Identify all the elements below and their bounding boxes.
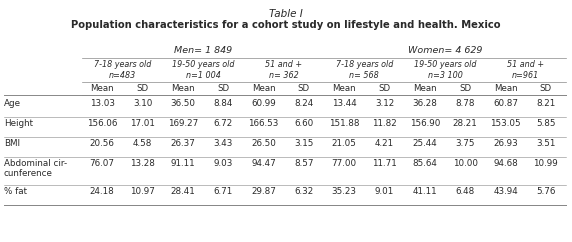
Text: 13.28: 13.28 [130,159,155,168]
Text: 26.50: 26.50 [251,139,276,148]
Text: 76.07: 76.07 [90,159,114,168]
Text: 4.58: 4.58 [133,139,152,148]
Text: 4.21: 4.21 [375,139,394,148]
Text: 21.05: 21.05 [332,139,356,148]
Text: 10.00: 10.00 [452,159,478,168]
Text: SD: SD [379,84,391,93]
Text: 3.43: 3.43 [213,139,233,148]
Text: 13.44: 13.44 [332,99,356,108]
Text: 3.10: 3.10 [133,99,152,108]
Text: 29.87: 29.87 [251,187,276,196]
Text: 94.47: 94.47 [251,159,276,168]
Text: 6.32: 6.32 [294,187,313,196]
Text: 5.85: 5.85 [536,119,555,128]
Text: 11.82: 11.82 [372,119,397,128]
Text: 6.72: 6.72 [213,119,233,128]
Text: SD: SD [298,84,310,93]
Text: 24.18: 24.18 [90,187,114,196]
Text: BMI: BMI [4,139,20,148]
Text: Mean: Mean [90,84,114,93]
Text: Mean: Mean [494,84,517,93]
Text: 7-18 years old
n=483: 7-18 years old n=483 [94,60,151,80]
Text: Table I: Table I [269,9,303,19]
Text: 9.03: 9.03 [213,159,233,168]
Text: 10.97: 10.97 [130,187,155,196]
Text: 7-18 years old
n= 568: 7-18 years old n= 568 [336,60,393,80]
Text: 8.57: 8.57 [294,159,313,168]
Text: 151.88: 151.88 [329,119,359,128]
Text: 26.93: 26.93 [493,139,518,148]
Text: 60.87: 60.87 [493,99,518,108]
Text: 156.06: 156.06 [87,119,117,128]
Text: Height: Height [4,119,33,128]
Text: 5.76: 5.76 [536,187,555,196]
Text: 51 and +
n=961: 51 and + n=961 [507,60,544,80]
Text: Population characteristics for a cohort study on lifestyle and health. Mexico: Population characteristics for a cohort … [72,20,500,30]
Text: Men= 1 849: Men= 1 849 [174,46,232,55]
Text: 8.84: 8.84 [213,99,233,108]
Text: Mean: Mean [252,84,275,93]
Text: 36.50: 36.50 [170,99,195,108]
Text: 26.37: 26.37 [170,139,195,148]
Text: 3.75: 3.75 [455,139,475,148]
Text: 10.99: 10.99 [534,159,558,168]
Text: 36.28: 36.28 [412,99,437,108]
Text: 6.60: 6.60 [294,119,313,128]
Text: 169.27: 169.27 [168,119,198,128]
Text: 60.99: 60.99 [251,99,276,108]
Text: 13.03: 13.03 [90,99,114,108]
Text: Abdominal cir-
cunference: Abdominal cir- cunference [4,159,67,178]
Text: 6.71: 6.71 [213,187,233,196]
Text: 3.15: 3.15 [294,139,313,148]
Text: 153.05: 153.05 [490,119,521,128]
Text: 94.68: 94.68 [493,159,518,168]
Text: 77.00: 77.00 [332,159,357,168]
Text: 3.51: 3.51 [536,139,555,148]
Text: 156.90: 156.90 [410,119,440,128]
Text: 11.71: 11.71 [372,159,397,168]
Text: SD: SD [217,84,229,93]
Text: 91.11: 91.11 [170,159,195,168]
Text: 3.12: 3.12 [375,99,394,108]
Text: 28.21: 28.21 [453,119,478,128]
Text: Age: Age [4,99,21,108]
Text: 85.64: 85.64 [412,159,437,168]
Text: 43.94: 43.94 [493,187,518,196]
Text: 35.23: 35.23 [332,187,357,196]
Text: 8.21: 8.21 [536,99,555,108]
Text: SD: SD [540,84,552,93]
Text: 17.01: 17.01 [130,119,155,128]
Text: SD: SD [137,84,149,93]
Text: 8.78: 8.78 [455,99,475,108]
Text: Women= 4 629: Women= 4 629 [408,46,482,55]
Text: 6.48: 6.48 [455,187,475,196]
Text: 28.41: 28.41 [170,187,195,196]
Text: Mean: Mean [332,84,356,93]
Text: 19-50 years old
n=3 100: 19-50 years old n=3 100 [414,60,476,80]
Text: 9.01: 9.01 [375,187,394,196]
Text: 19-50 years old
n=1 004: 19-50 years old n=1 004 [172,60,235,80]
Text: Mean: Mean [171,84,194,93]
Text: % fat: % fat [4,187,27,196]
Text: Mean: Mean [413,84,436,93]
Text: 8.24: 8.24 [294,99,313,108]
Text: 41.11: 41.11 [412,187,437,196]
Text: 166.53: 166.53 [248,119,279,128]
Text: 51 and +
n= 362: 51 and + n= 362 [265,60,302,80]
Text: 20.56: 20.56 [90,139,114,148]
Text: 25.44: 25.44 [412,139,437,148]
Text: SD: SD [459,84,471,93]
